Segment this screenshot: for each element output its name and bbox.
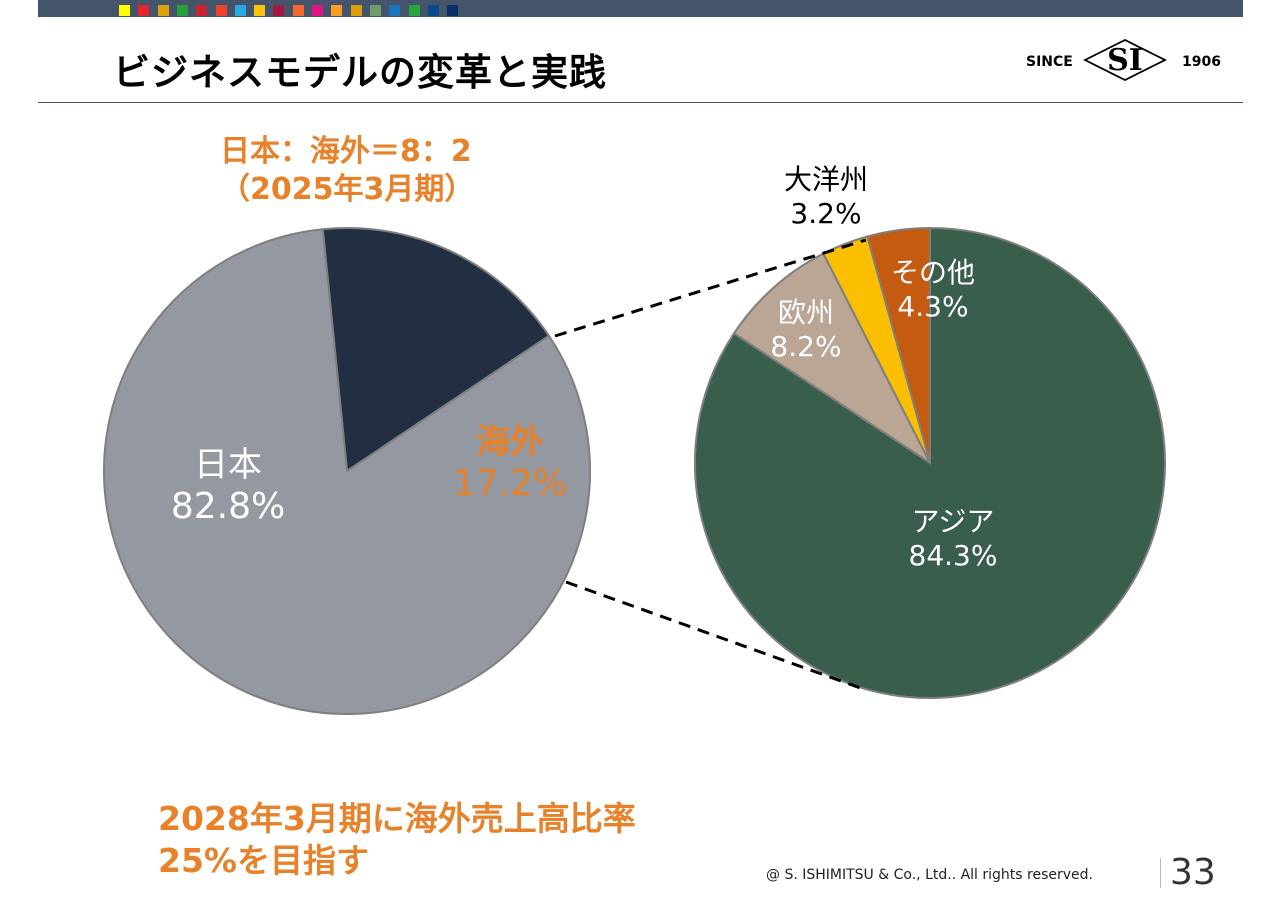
slice-label: 海外 17.2%: [453, 422, 567, 506]
pie-slice: [103, 228, 591, 715]
slice-label: その他 4.3%: [891, 256, 975, 324]
color-square: [331, 5, 343, 16]
slice-value: 84.3%: [908, 539, 998, 572]
slice-value: 82.8%: [170, 486, 286, 527]
slice-name: 日本: [194, 445, 262, 485]
pie-slice: [694, 226, 1166, 699]
page-title: ビジネスモデルの変革と実践: [113, 51, 607, 94]
slice-value: 17.2%: [452, 463, 568, 504]
color-square: [196, 5, 208, 16]
top-color-bar: [38, 0, 1243, 17]
company-logo: SINCE SI 1906: [1026, 38, 1221, 82]
connector-line-top: [554, 238, 867, 338]
color-square: [369, 5, 381, 16]
title-divider: [38, 102, 1243, 103]
svg-text:SI: SI: [1107, 43, 1143, 78]
color-square: [176, 5, 188, 16]
period-text: （2025年3月期）: [220, 172, 475, 207]
color-square: [427, 5, 439, 16]
color-square: [408, 5, 420, 16]
pie-slice: [321, 227, 551, 473]
connector-line-bottom: [565, 580, 867, 692]
slice-name: 海外: [476, 422, 544, 462]
slice-name: アジア: [911, 505, 995, 538]
color-square: [350, 5, 362, 16]
slice-name: その他: [890, 256, 976, 289]
ratio-text: 日本：海外＝8：2: [220, 134, 472, 169]
slice-value: 4.3%: [897, 290, 969, 323]
slice-value: 8.2%: [770, 330, 842, 363]
color-square: [447, 5, 459, 16]
color-square: [119, 5, 130, 16]
color-square: [254, 5, 266, 16]
color-square: [234, 5, 246, 16]
page-divider: [1160, 858, 1161, 888]
color-square: [273, 5, 285, 16]
slice-label: アジア 84.3%: [909, 505, 998, 573]
page-number: 33: [1170, 852, 1216, 893]
color-square: [312, 5, 323, 16]
slice-label: 大洋州 3.2%: [784, 163, 868, 231]
ratio-subtitle: 日本：海外＝8：2 （2025年3月期）: [220, 133, 474, 209]
color-square: [292, 5, 304, 16]
slice-value: 3.2%: [790, 197, 862, 230]
copyright: @ S. ISHIMITSU & Co., Ltd.. All rights r…: [766, 867, 1093, 883]
goal-line-1: 2028年3月期に海外売上高比率: [158, 799, 636, 838]
slice-label: 欧州 8.2%: [770, 296, 841, 364]
color-square: [138, 5, 150, 16]
goal-statement: 2028年3月期に海外売上高比率 25%を目指す: [158, 798, 636, 882]
slice-name: 欧州: [777, 296, 835, 329]
svg-text:SINCE: SINCE: [1026, 54, 1073, 70]
goal-line-2: 25%を目指す: [158, 841, 369, 880]
color-square: [215, 5, 227, 16]
svg-text:1906: 1906: [1182, 54, 1221, 70]
slice-name: 大洋州: [783, 163, 869, 196]
color-square: [389, 5, 401, 16]
slice-label: 日本 82.8%: [171, 445, 285, 529]
pie-slice: [732, 252, 933, 466]
color-square: [157, 5, 169, 16]
